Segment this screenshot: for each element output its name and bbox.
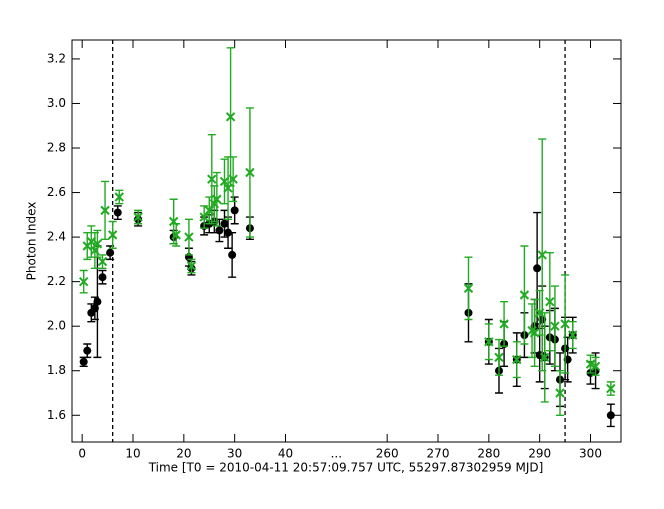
data-point — [499, 319, 509, 329]
x-break-label: ... — [331, 447, 342, 461]
x-tick-label: 40 — [278, 447, 293, 461]
data-point — [98, 273, 107, 282]
y-tick-label: 2.4 — [47, 230, 66, 244]
data-point — [560, 319, 570, 329]
data-point — [519, 290, 530, 300]
data-point — [86, 236, 97, 247]
y-tick-label: 2.2 — [47, 274, 66, 288]
data-point — [212, 194, 222, 204]
x-tick-label: 280 — [477, 447, 500, 461]
data-point — [114, 192, 124, 202]
data-point — [171, 230, 181, 240]
x-tick-label: 20 — [176, 447, 191, 461]
data-point — [590, 361, 601, 371]
data-point — [537, 250, 547, 260]
y-tick-label: 1.6 — [47, 408, 66, 422]
y-tick-label: 1.8 — [47, 363, 66, 377]
x-tick-label: 300 — [579, 447, 602, 461]
plot-frame — [71, 39, 622, 443]
data-point — [463, 283, 474, 294]
data-point — [533, 264, 542, 273]
data-point — [199, 212, 209, 222]
y-tick-label: 3.2 — [47, 51, 66, 65]
data-point — [484, 337, 494, 347]
data-point — [512, 354, 522, 365]
y-tick-label: 2.6 — [47, 185, 66, 199]
x-tick-label: 290 — [528, 447, 551, 461]
y-tick-label: 3.0 — [47, 96, 66, 110]
data-point — [92, 239, 103, 249]
data-point — [540, 352, 550, 363]
data-point — [228, 250, 237, 259]
data-point — [545, 296, 555, 307]
x-axis-label: Time [T0 = 2010-04-11 20:57:09.757 UTC, … — [148, 461, 544, 475]
data-point — [100, 205, 110, 216]
data-point — [228, 174, 238, 184]
data-point — [606, 411, 615, 420]
data-point — [225, 112, 236, 122]
data-point — [83, 346, 92, 355]
x-tick-label: 30 — [227, 447, 242, 461]
data-point — [78, 276, 89, 287]
x-tick-label: 260 — [376, 447, 399, 461]
data-point — [220, 219, 229, 228]
data-point — [555, 388, 565, 398]
data-point — [585, 359, 596, 369]
data-point — [606, 383, 616, 394]
data-point — [224, 228, 233, 237]
data-point — [550, 321, 560, 331]
x-tick-label: 270 — [427, 447, 450, 461]
y-tick-label: 2.8 — [47, 141, 66, 155]
data-point — [219, 176, 230, 187]
data-point — [93, 297, 102, 306]
data-point — [568, 330, 578, 340]
data-point — [207, 174, 217, 184]
data-point — [107, 230, 118, 240]
data-point — [230, 206, 239, 215]
data-point — [186, 261, 197, 271]
data-point — [133, 212, 143, 222]
data-point — [184, 232, 194, 242]
y-axis-label: Photon Index — [25, 202, 39, 281]
data-point — [97, 256, 108, 267]
data-point — [106, 248, 115, 257]
data-point — [215, 226, 224, 235]
data-point — [113, 208, 122, 217]
x-tick-label: 0 — [78, 447, 86, 461]
data-point — [245, 167, 255, 178]
x-tick-label: 10 — [125, 447, 140, 461]
data-point — [494, 352, 504, 363]
y-tick-label: 2.0 — [47, 319, 66, 333]
data-point — [79, 357, 88, 366]
